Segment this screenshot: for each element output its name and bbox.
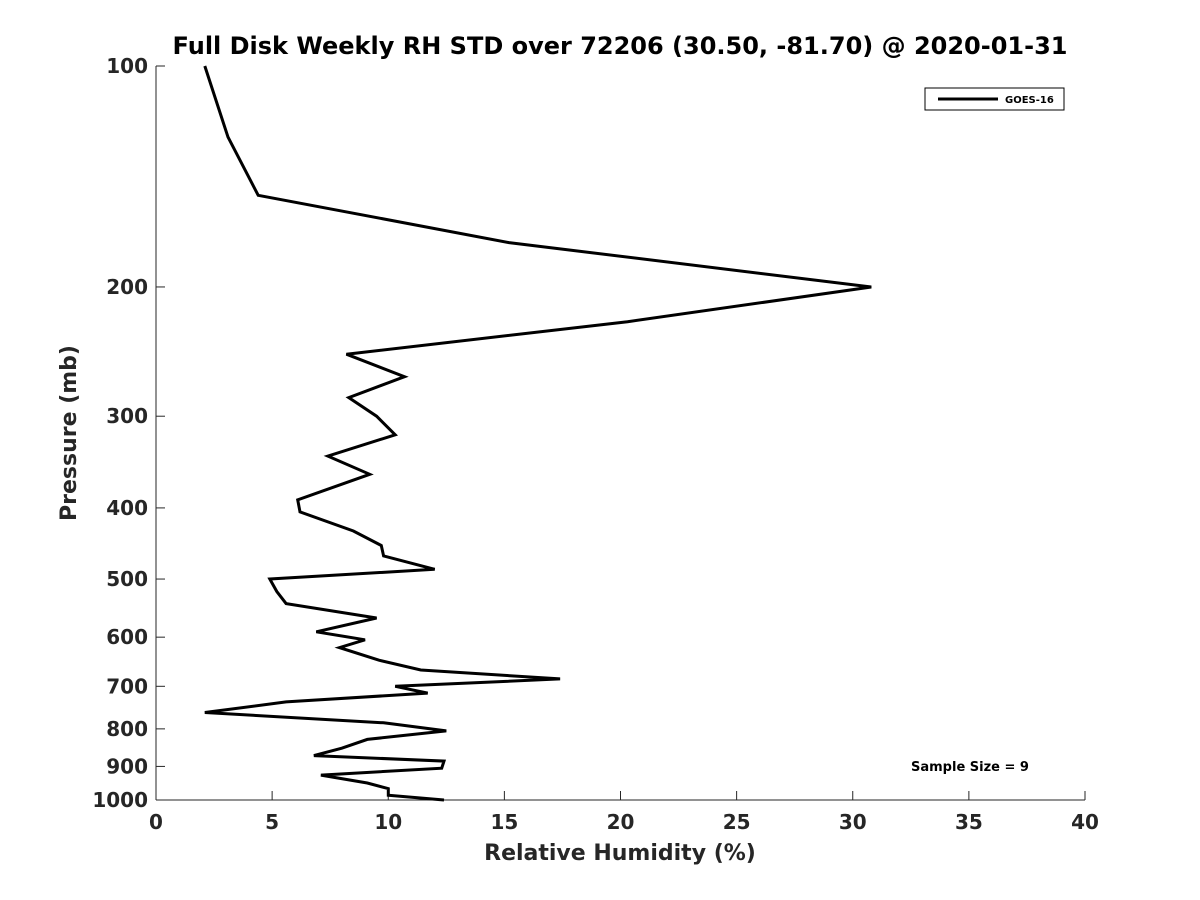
y-tick-label: 500 — [106, 567, 148, 591]
y-tick-label: 100 — [106, 54, 148, 78]
sample-size-annotation: Sample Size = 9 — [911, 760, 1029, 775]
y-tick-label: 700 — [106, 674, 148, 698]
legend-label-goes-16: GOES-16 — [1005, 95, 1054, 106]
y-tick-label: 300 — [106, 404, 148, 428]
x-tick-label: 15 — [490, 810, 518, 834]
legend: GOES-16 — [924, 87, 1065, 111]
axes — [155, 66, 1085, 801]
chart-title: Full Disk Weekly RH STD over 72206 (30.5… — [173, 32, 1068, 60]
x-tick-label: 40 — [1071, 810, 1099, 834]
x-tick-label: 30 — [839, 810, 867, 834]
y-tick-label: 900 — [106, 754, 148, 778]
y-tick-label: 1000 — [92, 788, 148, 812]
y-tick-label: 600 — [106, 625, 148, 649]
x-tick-label: 25 — [723, 810, 751, 834]
plot-area — [203, 65, 872, 802]
y-tick-label: 200 — [106, 275, 148, 299]
x-axis-label: Relative Humidity (%) — [484, 841, 756, 866]
ticks: 0 5 10 15 20 25 30 35 40 100 200 300 400 500 600 700 800… — [92, 54, 1099, 834]
y-tick-label: 400 — [106, 496, 148, 520]
x-tick-label: 0 — [149, 810, 163, 834]
x-tick-label: 10 — [374, 810, 402, 834]
x-tick-label: 20 — [607, 810, 635, 834]
y-tick-label: 800 — [106, 717, 148, 741]
x-tick-label: 35 — [955, 810, 983, 834]
series-line-goes-16 — [203, 65, 872, 802]
x-tick-label: 5 — [265, 810, 279, 834]
y-axis-label: Pressure (mb) — [57, 345, 82, 521]
